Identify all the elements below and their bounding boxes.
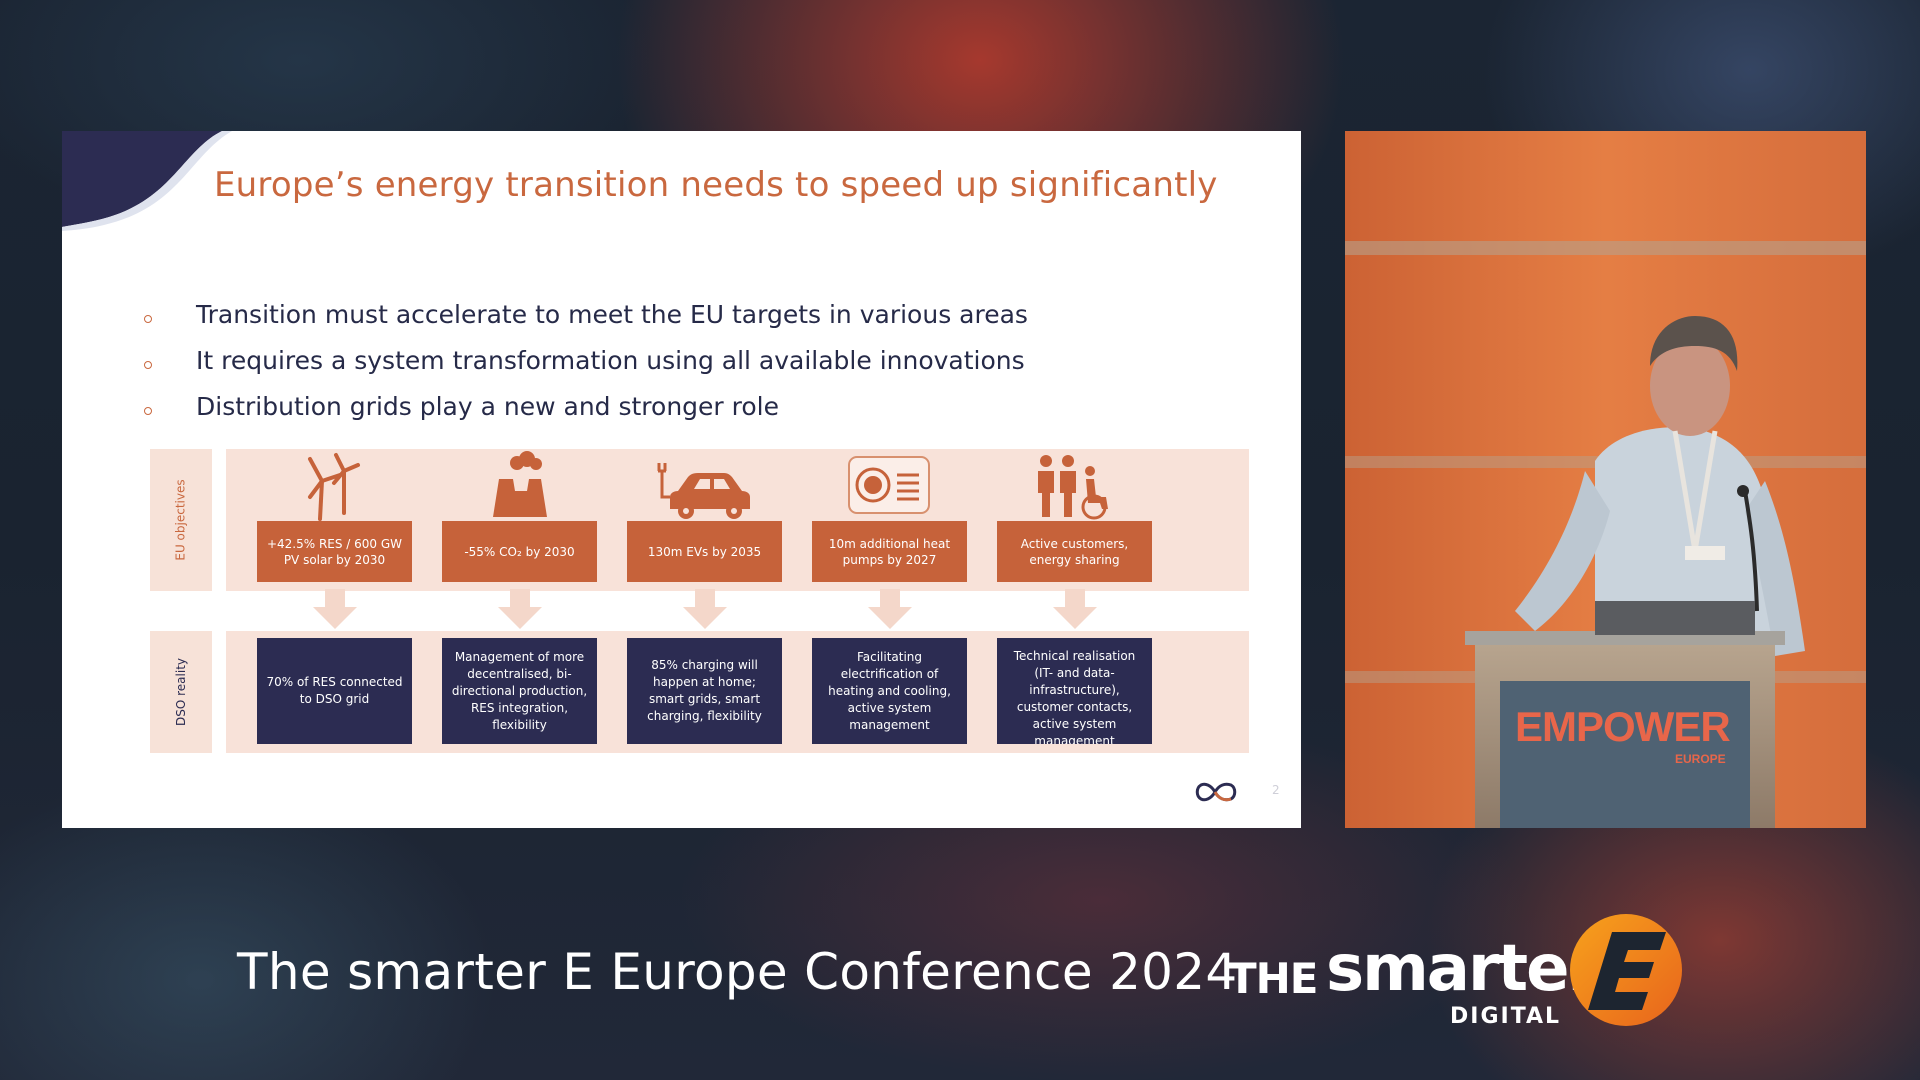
dso-reality-box: Facilitating electrification of heating …	[812, 638, 967, 744]
electric-car-icon	[657, 463, 750, 519]
dso-reality-box: 85% charging will happen at home; smart …	[627, 638, 782, 744]
bullet-item: Distribution grids play a new and strong…	[144, 383, 1028, 429]
brand-logo: THE smarter DIGITAL	[1228, 910, 1688, 1030]
company-logo-icon	[1195, 782, 1237, 802]
podium-sub-text: EUROPE	[1675, 752, 1726, 766]
slide-title: Europe’s energy transition needs to spee…	[214, 165, 1218, 205]
row-label-objectives-text: EU objectives	[174, 479, 189, 561]
bullet-text: It requires a system transformation usin…	[196, 345, 1025, 375]
dso-reality-box: Management of more decentralised, bi-dir…	[442, 638, 597, 744]
down-arrow-icon	[1053, 589, 1097, 629]
bullet-text: Distribution grids play a new and strong…	[196, 391, 779, 421]
row-label-reality: DSO reality	[150, 631, 212, 753]
objective-box: 10m additional heat pumps by 2027	[812, 521, 967, 582]
wind-turbine-icon	[308, 453, 360, 521]
smarter-e-logo-icon	[1570, 914, 1682, 1026]
speaker-video: EMPOWER EUROPE	[1345, 131, 1866, 828]
bullet-marker	[144, 361, 152, 369]
bullet-item: Transition must accelerate to meet the E…	[144, 291, 1028, 337]
brand-the-text: THE	[1228, 954, 1318, 1003]
bullet-text: Transition must accelerate to meet the E…	[196, 299, 1028, 329]
slide-page-number: 2	[1272, 783, 1280, 797]
objective-box: -55% CO₂ by 2030	[442, 521, 597, 582]
bullet-marker	[144, 407, 152, 415]
bullet-item: It requires a system transformation usin…	[144, 337, 1028, 383]
objective-column: Active customers, energy sharing	[997, 449, 1152, 591]
brand-digital-text: DIGITAL	[1450, 1004, 1562, 1029]
objective-column: -55% CO₂ by 2030	[442, 449, 597, 591]
people-icon	[1038, 455, 1108, 520]
objective-column: 130m EVs by 2035	[627, 449, 782, 591]
objective-column: 10m additional heat pumps by 2027	[812, 449, 967, 591]
row-label-objectives: EU objectives	[150, 449, 212, 591]
factory-icon	[493, 451, 547, 517]
dso-reality-box: 70% of RES connected to DSO grid	[257, 638, 412, 744]
down-arrow-icon	[868, 589, 912, 629]
objective-box: Active customers, energy sharing	[997, 521, 1152, 582]
objective-box: 130m EVs by 2035	[627, 521, 782, 582]
presentation-slide: Europe’s energy transition needs to spee…	[62, 131, 1301, 828]
speaker-scene: EMPOWER EUROPE	[1345, 131, 1866, 828]
brand-smarter-text: smarter	[1326, 932, 1599, 1006]
down-arrow-icon	[683, 589, 727, 629]
objective-column: +42.5% RES / 600 GW PV solar by 2030	[257, 449, 412, 591]
bullet-marker	[144, 315, 152, 323]
heat-pump-icon	[848, 456, 930, 514]
dso-reality-box: Technical realisation (IT- and data-infr…	[997, 638, 1152, 744]
down-arrow-icon	[498, 589, 542, 629]
row-label-reality-text: DSO reality	[174, 658, 188, 726]
objective-box: +42.5% RES / 600 GW PV solar by 2030	[257, 521, 412, 582]
slide-corner-decoration	[62, 131, 232, 231]
bullet-list: Transition must accelerate to meet the E…	[144, 291, 1028, 429]
conference-title: The smarter E Europe Conference 2024	[237, 943, 1238, 1001]
podium-brand-text: EMPOWER	[1515, 703, 1730, 750]
down-arrow-icon	[313, 589, 357, 629]
